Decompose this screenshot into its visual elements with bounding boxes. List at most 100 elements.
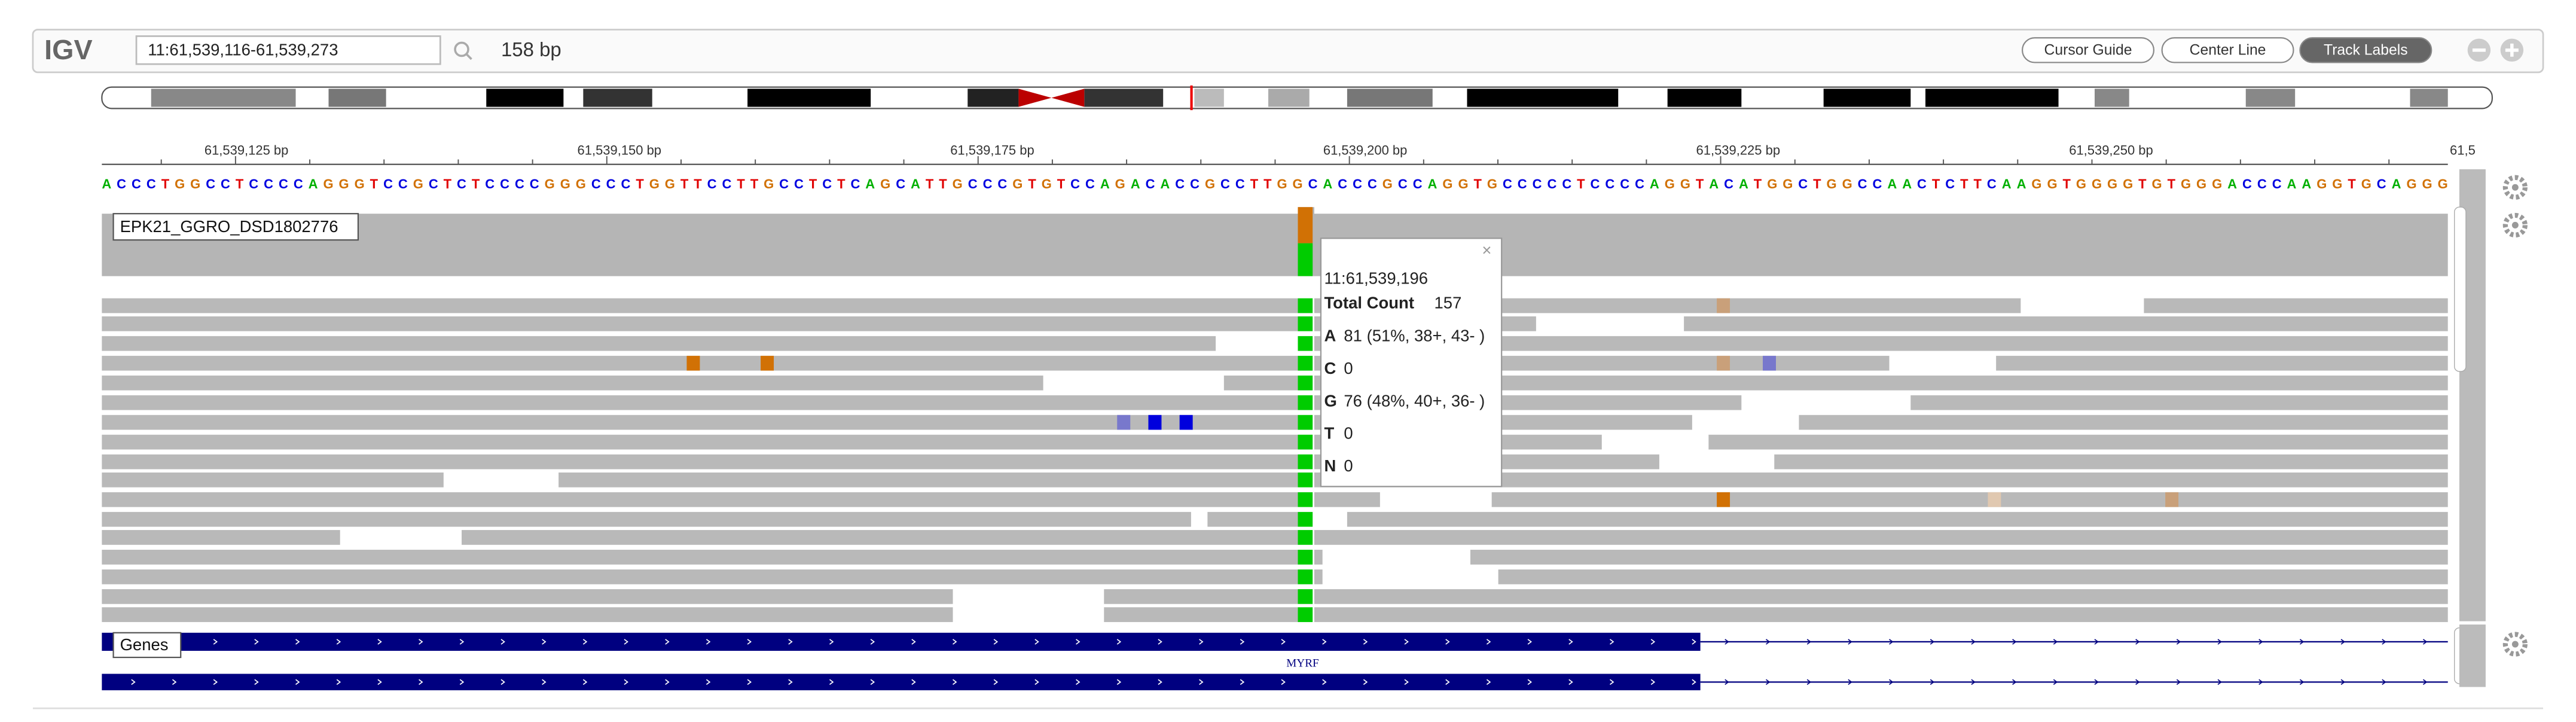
toggle-button[interactable] bbox=[2161, 37, 2294, 63]
strand-arrow bbox=[829, 639, 834, 645]
read[interactable] bbox=[102, 454, 1298, 470]
strand-arrow bbox=[582, 679, 588, 685]
read[interactable] bbox=[2144, 298, 2448, 313]
read[interactable] bbox=[1684, 316, 2448, 331]
read[interactable] bbox=[1314, 336, 2448, 351]
span-text: 158 bp bbox=[501, 38, 561, 60]
read[interactable] bbox=[102, 375, 1043, 391]
locus-text: 11:61,539,116-61,539,273 bbox=[148, 40, 338, 59]
gear-icon[interactable] bbox=[2502, 175, 2528, 200]
read[interactable] bbox=[1314, 375, 2448, 391]
gear-icon[interactable] bbox=[2502, 632, 2528, 657]
strand-arrow bbox=[1363, 639, 1368, 645]
locus-input[interactable] bbox=[135, 35, 441, 65]
read[interactable] bbox=[1498, 569, 2448, 584]
read[interactable] bbox=[1314, 472, 2448, 488]
strand-arrow bbox=[1158, 639, 1162, 645]
read[interactable] bbox=[1314, 550, 1323, 565]
read[interactable] bbox=[102, 434, 1298, 450]
read[interactable] bbox=[1996, 355, 2448, 371]
read[interactable] bbox=[102, 492, 1298, 507]
exon[interactable] bbox=[102, 632, 1701, 651]
gene-scrollbar[interactable] bbox=[2459, 624, 2486, 687]
strand-arrow bbox=[1650, 639, 1656, 645]
toggle-button[interactable] bbox=[2022, 37, 2155, 63]
strand-arrow bbox=[2053, 639, 2058, 645]
ideogram-band bbox=[583, 89, 652, 107]
read[interactable] bbox=[102, 607, 953, 622]
read[interactable] bbox=[102, 589, 953, 604]
read[interactable] bbox=[1314, 492, 1380, 507]
read[interactable] bbox=[1104, 607, 1298, 622]
strand-arrow bbox=[336, 679, 341, 685]
popup-total: 157 bbox=[1434, 294, 1462, 312]
read[interactable] bbox=[1223, 375, 1298, 391]
mismatch bbox=[1298, 472, 1313, 488]
ideogram-band bbox=[1084, 89, 1164, 107]
strand-arrow bbox=[1971, 639, 1976, 645]
gear-icon[interactable] bbox=[2502, 212, 2528, 238]
mismatch bbox=[1298, 336, 1313, 351]
strand-arrow bbox=[870, 679, 875, 685]
read[interactable] bbox=[102, 395, 1298, 410]
read[interactable] bbox=[1708, 434, 2448, 450]
strand-arrow bbox=[295, 679, 300, 685]
read[interactable] bbox=[462, 530, 1298, 545]
read[interactable] bbox=[102, 550, 1298, 565]
coverage-g bbox=[1298, 243, 1313, 276]
strand-arrow bbox=[1281, 639, 1286, 645]
coverage bbox=[102, 207, 2448, 276]
gear-hub bbox=[2511, 221, 2519, 229]
strand-arrow bbox=[1199, 679, 1204, 685]
strand-arrow bbox=[911, 639, 916, 645]
read[interactable] bbox=[102, 336, 1216, 351]
popup-position: 11:61,539,196 bbox=[1324, 269, 1428, 287]
popup-close[interactable]: × bbox=[1482, 241, 1491, 260]
read[interactable] bbox=[1774, 454, 2448, 470]
strand-arrow bbox=[2135, 639, 2140, 645]
strand-arrow bbox=[1806, 679, 1812, 685]
strand-arrow bbox=[1486, 679, 1491, 685]
strand-arrow bbox=[377, 679, 382, 685]
strand-arrow bbox=[1806, 639, 1812, 645]
mismatch bbox=[1298, 589, 1313, 604]
read[interactable] bbox=[102, 316, 1298, 331]
gear-hub bbox=[2511, 641, 2519, 648]
ideogram-band bbox=[1925, 89, 2059, 107]
search-icon[interactable] bbox=[454, 41, 472, 60]
strand-arrow bbox=[1240, 639, 1245, 645]
strand-arrow bbox=[993, 679, 999, 685]
ideogram-band bbox=[2094, 89, 2129, 107]
toggle-button[interactable] bbox=[2299, 37, 2432, 63]
read[interactable] bbox=[102, 511, 1191, 527]
strand-arrow bbox=[254, 679, 259, 685]
scroll-thumb[interactable] bbox=[2454, 206, 2467, 372]
read[interactable] bbox=[1491, 492, 2448, 507]
read[interactable] bbox=[102, 415, 1298, 430]
read[interactable] bbox=[102, 569, 1298, 584]
read[interactable] bbox=[102, 530, 340, 545]
strand-arrow bbox=[953, 679, 957, 685]
read[interactable] bbox=[1910, 395, 2448, 410]
read[interactable] bbox=[1347, 511, 2448, 527]
read[interactable] bbox=[558, 472, 1298, 488]
exon[interactable] bbox=[102, 674, 1701, 690]
read[interactable] bbox=[1104, 589, 1298, 604]
strand-arrow bbox=[1610, 679, 1614, 685]
read[interactable] bbox=[1314, 530, 2448, 545]
strand-arrow bbox=[213, 639, 218, 645]
read[interactable] bbox=[1314, 607, 2448, 622]
read[interactable] bbox=[102, 298, 1298, 313]
ideogram-band bbox=[328, 89, 386, 107]
strand-arrow bbox=[1116, 639, 1122, 645]
read[interactable] bbox=[1314, 589, 2448, 604]
read[interactable] bbox=[1799, 415, 2448, 430]
read[interactable] bbox=[1207, 511, 1298, 527]
read[interactable] bbox=[1470, 550, 2448, 565]
read[interactable] bbox=[102, 472, 444, 488]
read[interactable] bbox=[1314, 569, 1323, 584]
strand-arrow bbox=[2258, 639, 2263, 645]
strand-arrow bbox=[2299, 639, 2305, 645]
